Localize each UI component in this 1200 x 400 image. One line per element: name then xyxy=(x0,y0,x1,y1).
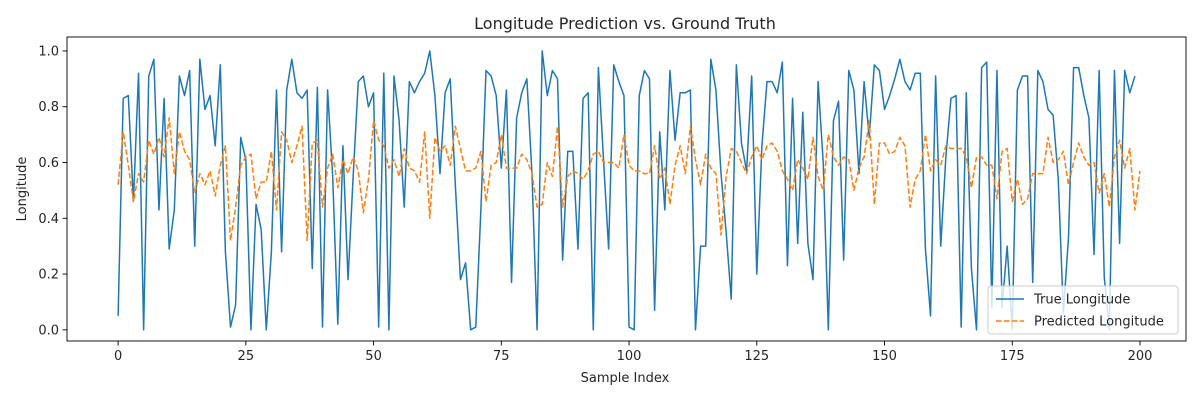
x-tick-label: 50 xyxy=(365,349,382,364)
x-tick-label: 200 xyxy=(1128,349,1153,364)
y-tick-label: 0.2 xyxy=(38,268,59,283)
plot-area xyxy=(66,36,1187,342)
x-tick-label: 100 xyxy=(617,349,642,364)
legend-label: Predicted Longitude xyxy=(1034,315,1164,330)
y-axis-ticks: 0.0 0.2 0.4 0.6 0.8 1.0 xyxy=(38,44,67,338)
x-tick-label: 25 xyxy=(238,349,255,364)
plot-frame xyxy=(66,36,1187,342)
legend-label: True Longitude xyxy=(1033,293,1130,308)
y-tick-label: 0.8 xyxy=(38,100,59,115)
x-axis-ticks: 0 25 50 75 100 125 150 175 200 xyxy=(114,341,1152,364)
y-tick-label: 1.0 xyxy=(38,44,59,59)
y-tick-label: 0.6 xyxy=(38,156,59,171)
chart-title: Longitude Prediction vs. Ground Truth xyxy=(474,14,776,33)
x-tick-label: 150 xyxy=(872,349,897,364)
x-axis-label: Sample Index xyxy=(581,371,670,386)
series-layer xyxy=(117,50,1141,331)
y-tick-label: 0.0 xyxy=(38,323,59,338)
legend-box xyxy=(987,285,1179,335)
y-axis-label: Longitude xyxy=(15,157,30,222)
x-tick-label: 0 xyxy=(114,349,122,364)
x-tick-label: 75 xyxy=(493,349,510,364)
legend: True Longitude Predicted Longitude xyxy=(987,285,1179,335)
y-tick-label: 0.4 xyxy=(38,212,59,227)
series-line-true-longitude xyxy=(117,50,1136,331)
x-tick-label: 125 xyxy=(744,349,769,364)
series-line-predicted-longitude xyxy=(117,117,1141,242)
x-tick-label: 175 xyxy=(1000,349,1025,364)
